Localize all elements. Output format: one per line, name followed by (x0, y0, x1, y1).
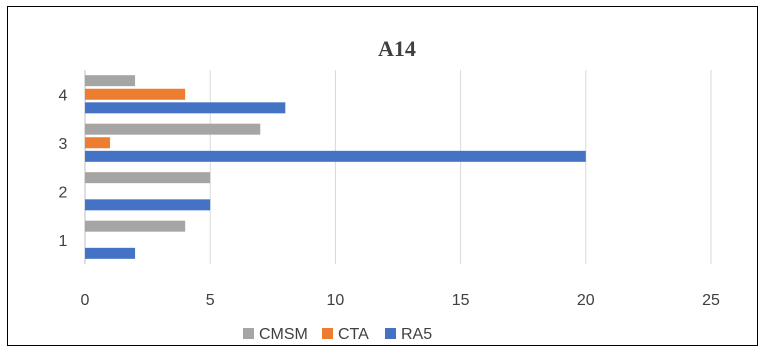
y-tick-label: 4 (59, 87, 68, 104)
legend-label-CTA: CTA (338, 326, 369, 343)
legend-swatch-CMSM (243, 328, 254, 339)
legend-label-RA5: RA5 (401, 326, 432, 343)
y-tick-label: 3 (59, 136, 68, 153)
legend-label-CMSM: CMSM (259, 326, 308, 343)
bar-RA5-3 (85, 150, 586, 162)
bar-CMSM-4 (85, 75, 136, 87)
bar-CMSM-1 (85, 220, 186, 232)
x-tick-label: 25 (702, 292, 720, 309)
y-tick-labels: 1 2 3 4 (59, 87, 68, 250)
legend-swatch-CTA (322, 328, 333, 339)
x-tick-label: 10 (327, 292, 345, 309)
y-tick-label: 1 (59, 233, 68, 250)
chart-title: A14 (378, 36, 416, 61)
bar-CTA-4 (85, 88, 186, 100)
bars (85, 75, 586, 259)
legend-swatch-RA5 (385, 328, 396, 339)
x-tick-label: 0 (81, 292, 90, 309)
x-tick-labels: 0 5 10 15 20 25 (81, 292, 720, 309)
bar-RA5-2 (85, 199, 211, 211)
bar-CMSM-2 (85, 172, 211, 184)
legend: CMSM CTA RA5 (243, 326, 432, 343)
bar-RA5-4 (85, 102, 286, 114)
bar-CMSM-3 (85, 123, 261, 135)
bar-CTA-3 (85, 137, 111, 149)
x-tick-label: 20 (577, 292, 595, 309)
x-tick-label: 15 (452, 292, 470, 309)
y-tick-label: 2 (59, 184, 68, 201)
bar-RA5-1 (85, 247, 136, 259)
x-tick-label: 5 (206, 292, 215, 309)
